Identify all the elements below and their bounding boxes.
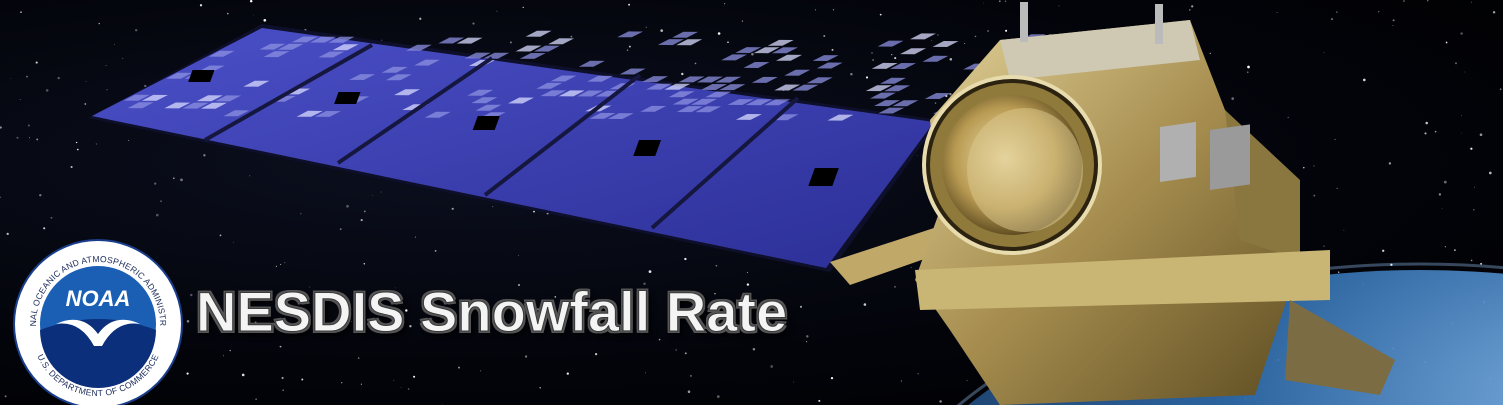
satellite-bus <box>915 2 1395 405</box>
page-title: NESDIS Snowfall Rate <box>196 280 787 344</box>
noaa-logo: NOAA NATIONAL OCEANIC AND ATMOSPHERIC AD… <box>12 238 184 405</box>
noaa-logo-center-text: NOAA <box>66 286 131 311</box>
